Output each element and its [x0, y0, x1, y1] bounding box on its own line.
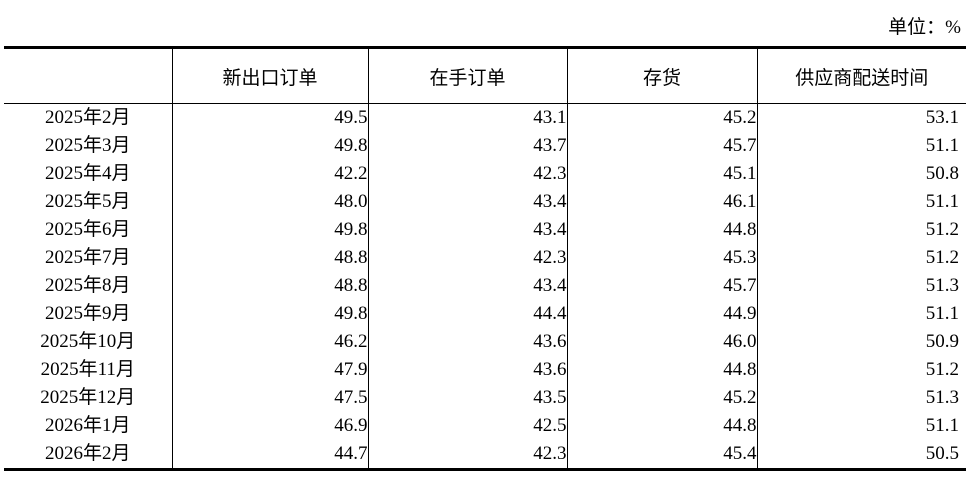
- value-cell: 45.4: [566, 440, 757, 470]
- value-cell: 44.9: [566, 300, 757, 328]
- value-cell: 43.5: [367, 384, 567, 412]
- value-cell: 46.9: [171, 412, 368, 440]
- value-cell: 51.1: [756, 412, 966, 440]
- table-row: 2026年2月 44.7 42.3 45.4 50.5: [4, 440, 966, 470]
- table-row: 2026年1月 46.9 42.5 44.8 51.1: [4, 412, 966, 440]
- month-label: 2025年2月: [44, 107, 131, 128]
- value-cell: 45.7: [566, 132, 757, 160]
- value-cell: 45.3: [566, 244, 757, 272]
- value-cell: 51.1: [756, 132, 966, 160]
- value-cell: 50.9: [756, 328, 966, 356]
- table-row: 2025年6月 49.8 43.4 44.8 51.2: [4, 216, 966, 244]
- pmi-subindex-table: 新出口订单 在手订单 存货 供应商配送时间 2025年2月 49.5 43.1 45.…: [4, 46, 966, 471]
- value-cell: 50.8: [756, 160, 966, 188]
- value-cell: 53.1: [756, 103, 966, 132]
- table-row: 2025年7月 48.8 42.3 45.3 51.2: [4, 244, 966, 272]
- value-cell: 45.7: [566, 272, 757, 300]
- value-cell: 44.7: [171, 440, 368, 470]
- month-label: 2026年1月: [44, 415, 131, 436]
- value-cell: 45.1: [566, 160, 757, 188]
- month-label: 2025年11月: [40, 359, 135, 380]
- table-row: 2025年4月 42.2 42.3 45.1 50.8: [4, 160, 966, 188]
- month-label: 2025年3月: [44, 135, 131, 156]
- table-row: 2025年5月 48.0 43.4 46.1 51.1: [4, 188, 966, 216]
- value-cell: 43.6: [367, 356, 567, 384]
- month-label: 2025年9月: [44, 303, 131, 324]
- table-row: 2025年11月 47.9 43.6 44.8 51.2: [4, 356, 966, 384]
- value-cell: 46.2: [171, 328, 368, 356]
- value-cell: 45.2: [566, 384, 757, 412]
- month-label: 2025年12月: [40, 387, 136, 408]
- value-cell: 51.3: [756, 272, 966, 300]
- value-cell: 49.8: [171, 300, 368, 328]
- value-cell: 51.2: [756, 216, 966, 244]
- value-cell: 44.8: [566, 356, 757, 384]
- value-cell: 51.1: [756, 300, 966, 328]
- value-cell: 48.8: [171, 244, 368, 272]
- value-cell: 44.8: [566, 412, 757, 440]
- value-cell: 49.5: [171, 103, 368, 132]
- value-cell: 48.8: [171, 272, 368, 300]
- header-cell-inventory: 存货: [566, 47, 757, 104]
- month-label: 2025年4月: [44, 163, 131, 184]
- value-cell: 46.1: [566, 188, 757, 216]
- value-cell: 49.8: [171, 216, 368, 244]
- header-cell-new-export-orders: 新出口订单: [171, 47, 368, 104]
- value-cell: 43.4: [367, 272, 567, 300]
- value-cell: 48.0: [171, 188, 368, 216]
- table-body: 2025年2月 49.5 43.1 45.2 53.1 2025年3月 49.8 43.7 45…: [4, 103, 966, 470]
- value-cell: 51.1: [756, 188, 966, 216]
- header-cell-orders-on-hand: 在手订单: [367, 47, 567, 104]
- month-label: 2026年2月: [44, 443, 131, 464]
- month-label: 2025年6月: [44, 219, 131, 240]
- value-cell: 51.3: [756, 384, 966, 412]
- table-row: 2025年3月 49.8 43.7 45.7 51.1: [4, 132, 966, 160]
- month-label: 2025年7月: [44, 247, 131, 268]
- table-row: 2025年9月 49.8 44.4 44.9 51.1: [4, 300, 966, 328]
- value-cell: 49.8: [171, 132, 368, 160]
- value-cell: 44.4: [367, 300, 567, 328]
- month-label: 2025年8月: [44, 275, 131, 296]
- value-cell: 42.3: [367, 440, 567, 470]
- value-cell: 43.6: [367, 328, 567, 356]
- table-row: 2025年10月 46.2 43.6 46.0 50.9: [4, 328, 966, 356]
- value-cell: 43.7: [367, 132, 567, 160]
- value-cell: 42.3: [367, 244, 567, 272]
- value-cell: 43.1: [367, 103, 567, 132]
- header-cell-month: [4, 47, 172, 104]
- table-row: 2025年12月 47.5 43.5 45.2 51.3: [4, 384, 966, 412]
- value-cell: 42.3: [367, 160, 567, 188]
- table-row: 2025年8月 48.8 43.4 45.7 51.3: [4, 272, 966, 300]
- value-cell: 42.5: [367, 412, 567, 440]
- value-cell: 51.2: [756, 356, 966, 384]
- value-cell: 47.9: [171, 356, 368, 384]
- value-cell: 46.0: [566, 328, 757, 356]
- value-cell: 43.4: [367, 188, 567, 216]
- value-cell: 51.2: [756, 244, 966, 272]
- value-cell: 50.5: [756, 440, 966, 470]
- table-row: 2025年2月 49.5 43.1 45.2 53.1: [4, 103, 966, 132]
- header-cell-supplier-delivery-time: 供应商配送时间: [756, 47, 966, 104]
- month-label: 2025年10月: [40, 331, 136, 352]
- value-cell: 44.8: [566, 216, 757, 244]
- value-cell: 47.5: [171, 384, 368, 412]
- value-cell: 42.2: [171, 160, 368, 188]
- table-header-row: 新出口订单 在手订单 存货 供应商配送时间: [4, 47, 966, 104]
- value-cell: 43.4: [367, 216, 567, 244]
- month-label: 2025年5月: [44, 191, 131, 212]
- value-cell: 45.2: [566, 103, 757, 132]
- unit-label: 单位：%: [888, 17, 961, 38]
